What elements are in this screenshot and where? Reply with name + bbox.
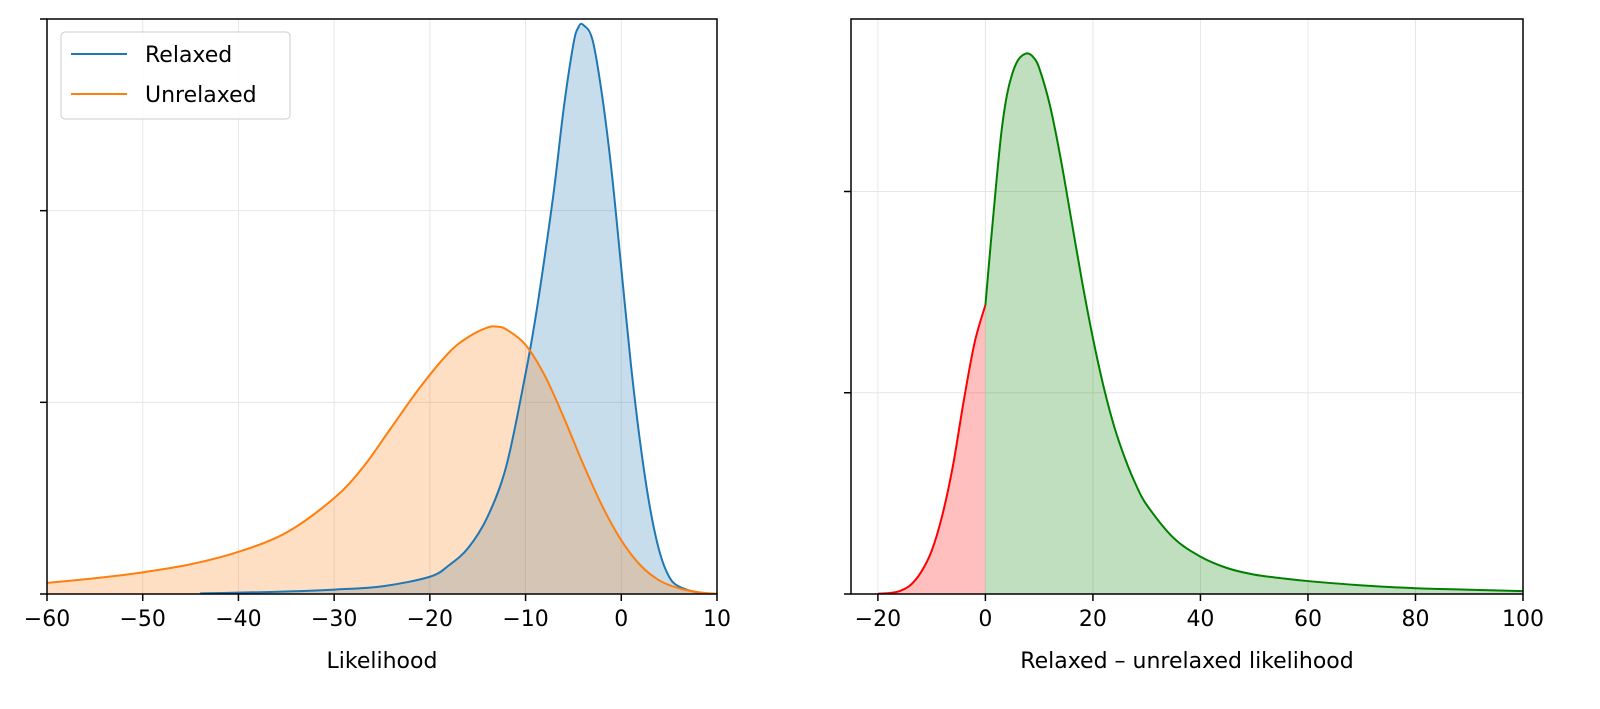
x-axis-label: Likelihood [327, 649, 438, 674]
legend-label-relaxed: Relaxed [145, 43, 232, 68]
series-area-relaxed [200, 24, 717, 594]
plot-area [47, 22, 717, 594]
x-tick-label: −20 [407, 607, 453, 632]
y-axis-ticks [844, 190, 851, 595]
legend-label-unrelaxed: Unrelaxed [145, 83, 257, 108]
x-tick-label: 0 [614, 607, 628, 632]
series-area-positive [985, 53, 1523, 594]
x-axis-label: Relaxed – unrelaxed likelihood [1020, 649, 1353, 674]
x-tick-label: 40 [1186, 607, 1214, 632]
series-line-unrelaxed [47, 325, 717, 594]
series-line-relaxed [200, 22, 717, 594]
y-axis-ticks [40, 18, 47, 595]
x-tick-label: −20 [855, 607, 901, 632]
x-tick-label: −60 [24, 607, 70, 632]
x-tick-label: 60 [1294, 607, 1322, 632]
x-tick-label: −40 [215, 607, 261, 632]
gridlines [851, 19, 1523, 594]
x-tick-label: 100 [1502, 607, 1544, 632]
x-tick-label: −30 [311, 607, 357, 632]
axes-frame [46, 18, 718, 595]
x-tick-label: 0 [978, 607, 992, 632]
series-line-positive [984, 52, 1523, 593]
x-tick-label: −10 [502, 607, 548, 632]
x-tick-label: 20 [1079, 607, 1107, 632]
right-difference-panel: −20 0 20 40 60 80 100 Relaxed – unrelaxed likel… [844, 18, 1544, 674]
x-axis-ticks: −60 −50 −40 −30 −20 −10 0 10 [24, 594, 731, 632]
series-line-negative [877, 304, 987, 594]
x-tick-label: 10 [703, 607, 731, 632]
x-tick-label: 80 [1401, 607, 1429, 632]
plot-area [877, 52, 1523, 594]
series-area-unrelaxed [47, 326, 717, 594]
series-area-negative [877, 305, 986, 594]
left-density-panel: −60 −50 −40 −30 −20 −10 0 10 Likelihood Relaxed Un… [24, 18, 731, 674]
legend: Relaxed Unrelaxed [60, 31, 291, 120]
x-axis-ticks: −20 0 20 40 60 80 100 [855, 594, 1544, 632]
axes-frame [850, 18, 1524, 595]
x-tick-label: −50 [119, 607, 165, 632]
